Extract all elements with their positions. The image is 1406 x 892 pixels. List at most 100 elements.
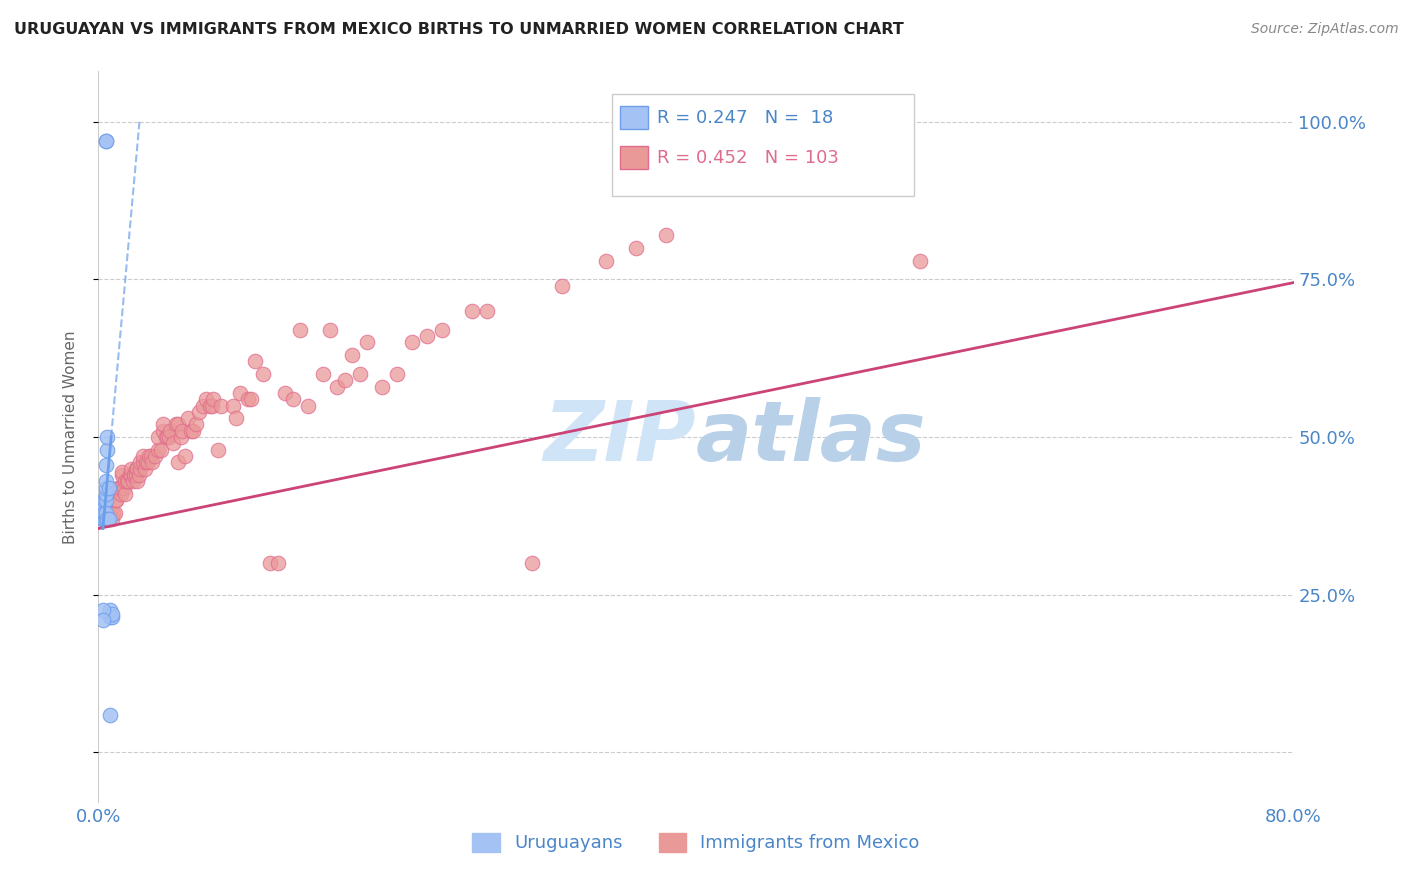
Point [333,373,356,387]
Point [157,430,180,444]
Point [297,399,319,413]
Text: R = 0.452   N = 103: R = 0.452 N = 103 [657,149,838,167]
Point [461,304,484,318]
Point [111,465,134,479]
Point [115,474,138,488]
Point [475,304,498,318]
Point [166,455,188,469]
Point [152,424,174,438]
Point [319,323,342,337]
Point [94,493,117,508]
Point [120,467,142,482]
Point [187,405,209,419]
Point [155,430,177,444]
Point [267,556,290,570]
Point [93,500,115,514]
Point [259,556,281,570]
Point [225,411,247,425]
Point [127,474,149,488]
Point [239,392,262,407]
Point [118,467,141,482]
Point [252,367,274,381]
Point [342,348,364,362]
Point [371,379,394,393]
Point [165,417,187,432]
Point [107,481,129,495]
Point [94,458,117,473]
Point [91,512,114,526]
Point [125,467,148,482]
Point [104,506,127,520]
Point [159,424,181,438]
Point [98,609,122,624]
Point [201,399,224,413]
Point [91,512,114,526]
Point [139,449,162,463]
Point [181,424,204,438]
Point [121,474,143,488]
Point [98,506,122,520]
Point [112,481,135,495]
Point [91,613,114,627]
Point [236,392,259,407]
Point [143,449,166,463]
Point [101,512,124,526]
Point [94,487,117,501]
Point [91,506,114,520]
Point [124,467,146,482]
Point [129,461,152,475]
Point [202,392,225,407]
Point [401,335,423,350]
Text: ZIP: ZIP [543,397,696,477]
Point [96,442,118,457]
Point [94,512,117,526]
Point [626,241,648,255]
Point [136,455,159,469]
Point [94,512,117,526]
Point [288,323,311,337]
Point [195,392,218,407]
Point [97,512,120,526]
Point [191,399,214,413]
Point [356,335,378,350]
Point [103,506,125,520]
Point [148,430,170,444]
Point [110,481,132,495]
Point [207,442,229,457]
Point [111,467,134,482]
Text: atlas: atlas [696,397,927,477]
Point [174,449,197,463]
Legend: Uruguayans, Immigrants from Mexico: Uruguayans, Immigrants from Mexico [465,826,927,860]
Point [117,474,139,488]
Point [114,474,136,488]
Point [172,424,194,438]
Point [209,399,232,413]
Point [141,455,163,469]
Point [94,474,117,488]
Point [200,399,222,413]
Point [385,367,409,381]
Point [169,430,191,444]
Point [96,512,118,526]
Point [222,399,245,413]
Point [430,323,453,337]
Point [97,512,120,526]
Point [110,487,132,501]
Point [128,467,150,482]
Y-axis label: Births to Unmarried Women: Births to Unmarried Women [63,330,77,544]
Point [94,134,117,148]
Point [138,449,160,463]
Point [326,379,349,393]
Point [114,487,136,501]
Point [595,253,617,268]
Point [229,386,252,401]
Point [184,417,207,432]
Point [152,417,174,432]
Text: R = 0.247   N =  18: R = 0.247 N = 18 [657,109,832,127]
Point [655,228,678,243]
Text: Source: ZipAtlas.com: Source: ZipAtlas.com [1251,22,1399,37]
Point [156,430,179,444]
Point [120,461,142,475]
Point [91,512,114,526]
Point [274,386,297,401]
